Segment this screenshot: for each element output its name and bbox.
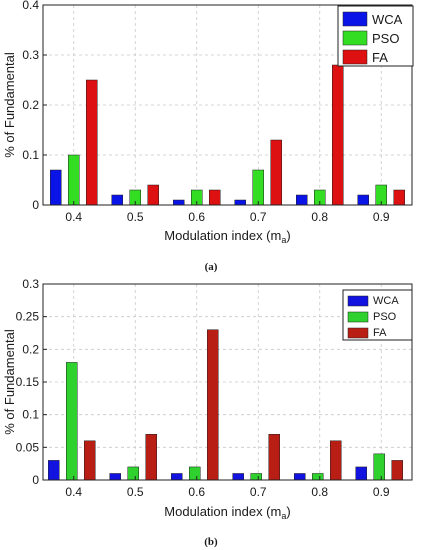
bar-wca-0.7 bbox=[234, 199, 246, 206]
bar-wca-0.4 bbox=[48, 460, 60, 481]
y-tick-label: 0.25 bbox=[16, 310, 40, 324]
bar-pso-0.8 bbox=[312, 473, 324, 481]
legend-swatch-wca bbox=[342, 11, 368, 27]
y-tick-label: 0.2 bbox=[22, 342, 39, 356]
legend-swatch-pso bbox=[342, 30, 368, 46]
legend-label-wca: WCA bbox=[373, 295, 399, 307]
bar-wca-0.9 bbox=[355, 466, 367, 481]
y-tick-label: 0.05 bbox=[16, 440, 40, 454]
y-tick-label: 0.2 bbox=[22, 98, 39, 112]
bar-wca-0.5 bbox=[109, 473, 121, 481]
bar-fa-0.9 bbox=[393, 189, 405, 206]
bar-pso-0.4 bbox=[66, 362, 78, 481]
y-axis-label: % of Fundamental bbox=[2, 52, 17, 158]
bar-fa-0.6 bbox=[209, 189, 221, 206]
x-tick-label: 0.4 bbox=[65, 210, 82, 224]
bar-wca-0.6 bbox=[173, 199, 185, 206]
x-tick-label: 0.7 bbox=[250, 485, 267, 499]
bar-fa-0.9 bbox=[391, 460, 403, 481]
legend-swatch-fa bbox=[347, 327, 369, 339]
bar-pso-0.9 bbox=[373, 453, 385, 481]
legend-label-fa: FA bbox=[372, 50, 388, 65]
legend-label-pso: PSO bbox=[372, 31, 399, 46]
x-tick-label: 0.8 bbox=[311, 210, 328, 224]
bar-fa-0.5 bbox=[145, 434, 157, 481]
bar-wca-0.6 bbox=[171, 473, 183, 481]
bar-pso-0.7 bbox=[252, 169, 264, 206]
bar-fa-0.4 bbox=[84, 440, 96, 481]
x-tick-label: 0.6 bbox=[188, 210, 205, 224]
figure-caption: (a) bbox=[205, 261, 218, 273]
bar-fa-0.7 bbox=[268, 434, 280, 481]
y-tick-label: 0.3 bbox=[22, 277, 39, 291]
legend-label-wca: WCA bbox=[372, 12, 403, 27]
bar-pso-0.6 bbox=[189, 466, 201, 481]
bar-fa-0.4 bbox=[86, 79, 98, 206]
y-tick-label: 0 bbox=[32, 198, 39, 212]
bar-fa-0.6 bbox=[207, 329, 219, 481]
x-tick-label: 0.9 bbox=[373, 485, 390, 499]
x-tick-label: 0.9 bbox=[373, 210, 390, 224]
x-tick-label: 0.5 bbox=[127, 210, 144, 224]
bar-wca-0.8 bbox=[294, 473, 306, 481]
legend-swatch-wca bbox=[347, 295, 369, 307]
legend-label-pso: PSO bbox=[373, 311, 397, 323]
bar-wca-0.8 bbox=[296, 194, 308, 206]
bar-fa-0.8 bbox=[330, 440, 342, 481]
bar-wca-0.7 bbox=[232, 473, 244, 481]
bar-wca-0.5 bbox=[111, 194, 123, 206]
legend: WCA PSO FA bbox=[337, 5, 414, 67]
x-tick-label: 0.5 bbox=[127, 485, 144, 499]
bar-wca-0.4 bbox=[50, 169, 62, 206]
bar-pso-0.7 bbox=[250, 473, 262, 481]
chart-b: 0 0.05 0.1 0.15 0.2 0.25 0.3 0.4 0.5 0.6 0.7 0.8 0.9… bbox=[2, 277, 413, 548]
y-tick-label: 0.1 bbox=[22, 148, 39, 162]
bar-pso-0.5 bbox=[127, 466, 139, 481]
chart-a: 0 0.1 0.2 0.3 0.4 0.4 0.5 0.6 0.7 0.8 0.9 Modulatio… bbox=[2, 0, 414, 273]
y-tick-label: 0.1 bbox=[22, 408, 39, 422]
bar-fa-0.7 bbox=[270, 139, 282, 206]
bar-wca-0.9 bbox=[357, 194, 369, 206]
figure-caption: (b) bbox=[204, 536, 218, 548]
bar-fa-0.8 bbox=[332, 64, 344, 206]
bar-fa-0.5 bbox=[147, 184, 159, 206]
y-tick-label: 0.4 bbox=[22, 0, 39, 12]
x-tick-label: 0.6 bbox=[188, 485, 205, 499]
bar-pso-0.4 bbox=[68, 154, 80, 206]
x-tick-label: 0.7 bbox=[250, 210, 267, 224]
y-tick-label: 0 bbox=[32, 473, 39, 487]
y-tick-label: 0.3 bbox=[22, 48, 39, 62]
x-axis-label: Modulation index (ma) bbox=[164, 504, 290, 521]
x-tick-label: 0.4 bbox=[65, 485, 82, 499]
x-tick-label: 0.8 bbox=[311, 485, 328, 499]
legend-swatch-pso bbox=[347, 311, 369, 323]
legend-label-fa: FA bbox=[373, 327, 387, 339]
legend-swatch-fa bbox=[342, 49, 368, 65]
x-axis-label: Modulation index (ma) bbox=[164, 228, 290, 245]
legend: WCA PSO FA bbox=[342, 289, 413, 341]
y-axis-label: % of Fundamental bbox=[2, 329, 17, 435]
y-tick-label: 0.15 bbox=[16, 375, 40, 389]
